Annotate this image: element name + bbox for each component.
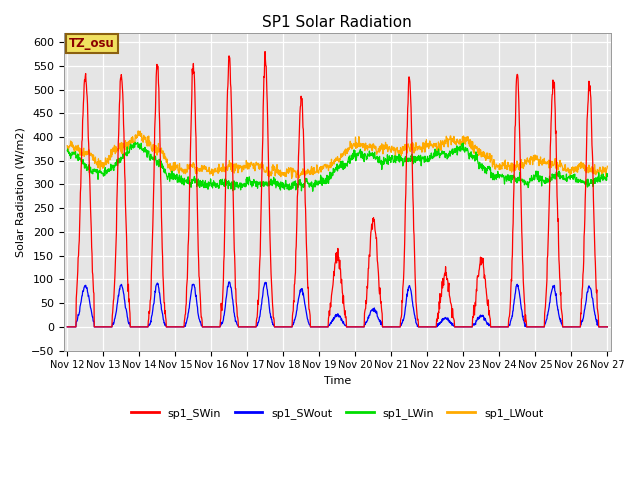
Title: SP1 Solar Radiation: SP1 Solar Radiation (262, 15, 412, 30)
sp1_LWout (492, 161, 500, 167)
sp1_SWin (63, 324, 71, 330)
sp1_LWin (540, 178, 548, 184)
sp1_LWin (244, 180, 252, 186)
sp1_SWout (184, 315, 191, 321)
sp1_SWout (244, 324, 252, 330)
sp1_SWout (492, 324, 500, 330)
sp1_LWin (309, 188, 317, 194)
sp1_LWout (63, 143, 71, 148)
sp1_SWin (261, 48, 269, 54)
sp1_SWout (170, 324, 178, 330)
Legend: sp1_SWin, sp1_SWout, sp1_LWin, sp1_LWout: sp1_SWin, sp1_SWout, sp1_LWin, sp1_LWout (127, 404, 548, 424)
sp1_LWin (171, 175, 179, 181)
sp1_SWout (422, 324, 429, 330)
sp1_LWout (244, 161, 252, 167)
Line: sp1_SWout: sp1_SWout (67, 282, 607, 327)
sp1_SWout (604, 324, 611, 330)
sp1_SWin (492, 324, 500, 330)
sp1_LWin (492, 177, 500, 182)
Line: sp1_LWin: sp1_LWin (67, 143, 607, 191)
sp1_LWout (422, 139, 429, 144)
sp1_LWin (131, 140, 139, 145)
X-axis label: Time: Time (324, 376, 351, 386)
sp1_LWout (134, 128, 142, 134)
sp1_SWin (184, 275, 191, 281)
sp1_LWout (604, 163, 611, 169)
sp1_SWin (540, 324, 547, 330)
sp1_LWout (540, 158, 548, 164)
sp1_SWin (170, 324, 178, 330)
sp1_SWin (244, 324, 252, 330)
sp1_SWout (540, 324, 547, 330)
sp1_SWout (225, 279, 233, 285)
sp1_LWout (288, 176, 296, 181)
sp1_SWin (422, 324, 429, 330)
Line: sp1_SWin: sp1_SWin (67, 51, 607, 327)
Line: sp1_LWout: sp1_LWout (67, 131, 607, 179)
Y-axis label: Solar Radiation (W/m2): Solar Radiation (W/m2) (15, 127, 25, 256)
sp1_LWin (422, 159, 429, 165)
Text: TZ_osu: TZ_osu (69, 37, 115, 50)
sp1_LWout (171, 167, 179, 172)
sp1_LWout (184, 166, 191, 171)
sp1_LWin (604, 173, 611, 179)
sp1_LWin (63, 148, 71, 154)
sp1_LWin (184, 180, 191, 186)
sp1_SWin (604, 324, 611, 330)
sp1_SWout (63, 324, 71, 330)
